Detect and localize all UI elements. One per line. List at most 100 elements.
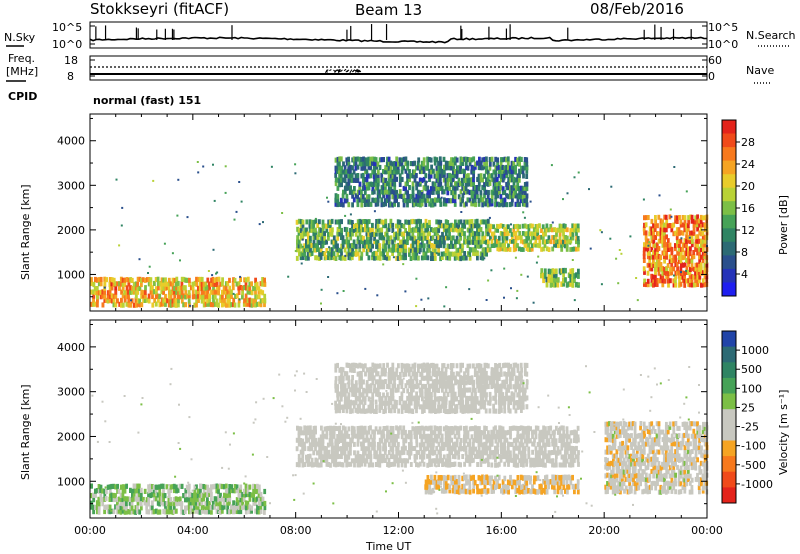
data-cell [211, 293, 215, 299]
data-cell [678, 215, 681, 220]
data-cell [659, 274, 663, 280]
data-cell [318, 256, 321, 261]
data-cell [398, 243, 402, 249]
data-cell [207, 509, 211, 515]
data-cell [518, 161, 521, 167]
data-cell [450, 235, 453, 241]
data-cell [345, 160, 349, 166]
data-cell [95, 509, 99, 515]
data-cell [382, 392, 385, 398]
data-cell [433, 243, 437, 249]
data-cell [325, 255, 328, 260]
data-cell [239, 285, 243, 291]
data-cell [231, 509, 235, 515]
data-cell [446, 250, 450, 256]
data-cell [413, 362, 417, 368]
data-cell [455, 379, 459, 385]
data-cell [521, 239, 525, 245]
data-cell [99, 484, 103, 490]
data-cell [336, 251, 340, 257]
data-cell [519, 189, 523, 195]
data-cell [413, 446, 417, 451]
data-cell [696, 269, 699, 275]
data-cell [523, 193, 527, 199]
data-cell [424, 367, 428, 373]
data-cell [479, 219, 483, 225]
data-cell [703, 238, 707, 244]
data-cell [499, 454, 503, 460]
y-tick-label: 1000 [57, 268, 85, 281]
data-cell [321, 434, 325, 440]
data-cell [94, 290, 97, 296]
data-cell [147, 497, 151, 503]
data-cell [340, 165, 343, 171]
freq-label: Freq. [8, 52, 36, 65]
data-cell [665, 254, 668, 260]
data-cell [543, 429, 547, 435]
data-cell [373, 363, 376, 369]
data-cell [171, 281, 175, 287]
data-cell [479, 193, 483, 199]
data-cell [650, 262, 654, 268]
data-cell [424, 375, 428, 381]
data-cell [369, 372, 373, 378]
data-cell [338, 182, 341, 188]
data-cell [398, 177, 402, 183]
data-cell [679, 219, 683, 225]
data-cell [103, 504, 107, 510]
data-cell [363, 400, 367, 406]
data-cell [108, 504, 112, 510]
data-cell [667, 271, 670, 276]
data-cell [498, 164, 501, 170]
data-cell [652, 226, 655, 232]
data-cell [252, 302, 256, 308]
data-cell [134, 483, 138, 489]
data-cell [481, 430, 485, 436]
data-cell [418, 387, 422, 393]
scatter-cell [620, 252, 623, 255]
freq-panel-frame [89, 55, 708, 81]
data-cell [505, 224, 509, 230]
data-cell [428, 239, 432, 245]
data-cell [519, 238, 523, 244]
data-cell [365, 239, 369, 245]
data-cell [343, 433, 347, 439]
data-cell [422, 446, 426, 451]
data-cell [701, 282, 705, 288]
data-cell [442, 380, 446, 386]
data-cell [367, 255, 371, 261]
data-cell [419, 231, 422, 237]
data-cell [435, 186, 439, 192]
data-cell [523, 157, 527, 163]
data-cell [382, 169, 385, 175]
data-cell [351, 165, 354, 171]
data-cell [167, 285, 171, 291]
data-cell [92, 297, 95, 303]
data-cell [105, 488, 108, 495]
data-cell [690, 258, 694, 264]
data-cell [408, 446, 411, 451]
scatter-cell [522, 211, 525, 214]
scatter-cell [414, 226, 417, 229]
data-cell [162, 298, 166, 304]
data-cell [139, 501, 143, 507]
data-cell [459, 407, 463, 413]
data-cell [314, 218, 318, 224]
data-cell [178, 483, 182, 489]
data-cell [397, 450, 400, 456]
data-cell [444, 434, 448, 439]
data-cell [566, 446, 569, 452]
data-cell [90, 301, 94, 307]
data-cell [422, 426, 426, 432]
data-cell [378, 227, 382, 233]
data-cell [569, 238, 573, 244]
data-cell [667, 247, 670, 252]
data-cell [215, 298, 219, 304]
data-cell [152, 492, 156, 498]
data-cell [358, 160, 362, 166]
data-cell [642, 266, 646, 272]
data-cell [512, 462, 516, 468]
data-cell [367, 384, 371, 390]
data-cell [474, 219, 478, 225]
data-cell [361, 194, 365, 200]
